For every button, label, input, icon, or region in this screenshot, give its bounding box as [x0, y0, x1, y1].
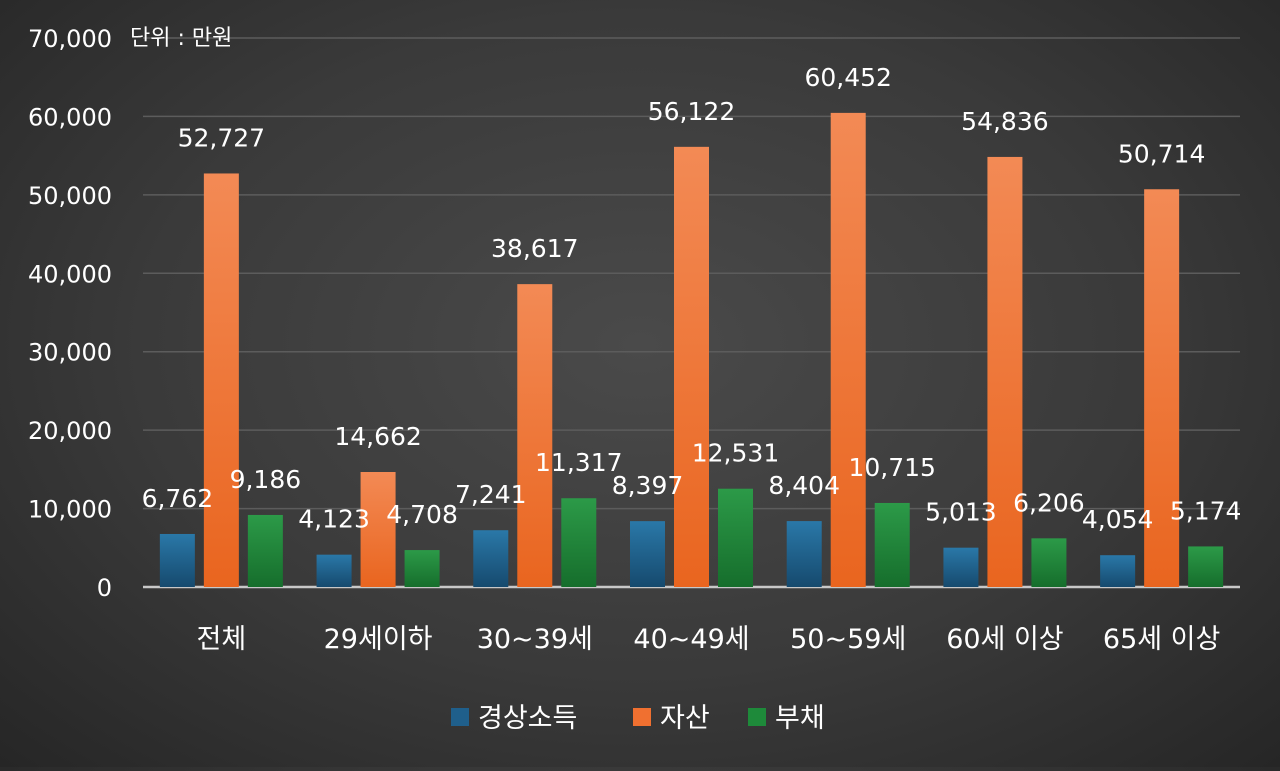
data-label-income: 8,404 [768, 471, 840, 500]
bar-debt [874, 502, 910, 587]
bar-debt [247, 514, 283, 587]
category-label: 50~59세 [790, 624, 906, 655]
data-label-assets: 52,727 [178, 123, 265, 152]
category-label: 전체 [197, 624, 247, 655]
y-tick-label: 20,000 [28, 417, 112, 445]
bar-debt [1188, 546, 1224, 587]
bar-debt [561, 498, 597, 587]
legend-label-income: 경상소득 [478, 703, 577, 734]
legend-swatch-debt [748, 708, 766, 726]
category-label: 30~39세 [477, 624, 593, 655]
bar-assets [360, 472, 396, 587]
legend-swatch-income [451, 708, 469, 726]
data-label-debt: 5,174 [1170, 496, 1242, 525]
data-label-debt: 11,317 [535, 448, 622, 477]
legend-label-debt: 부채 [775, 703, 825, 734]
data-label-debt: 6,206 [1013, 488, 1085, 517]
bar-debt [404, 550, 440, 587]
bar-assets [674, 146, 709, 587]
y-tick-label: 30,000 [28, 339, 112, 367]
bar-assets [830, 112, 866, 587]
bar-income [786, 521, 822, 587]
category-label: 29세이하 [324, 624, 433, 655]
bar-income [473, 530, 509, 587]
x-axis: 전체 29세이하 30~39세 40~49세 50~59세 60세 이상 65세 이상 [197, 624, 1221, 655]
legend: 경상소득 자산 부채 [451, 703, 825, 734]
data-label-assets: 50,714 [1118, 139, 1205, 168]
bar-assets [1144, 189, 1180, 588]
data-label-assets: 14,662 [334, 422, 421, 451]
data-label-debt: 9,186 [230, 465, 302, 494]
category-label: 65세 이상 [1103, 624, 1220, 655]
bar-debt [718, 488, 753, 587]
bar-assets [987, 156, 1023, 588]
y-tick-label: 10,000 [28, 496, 112, 524]
data-label-income: 8,397 [612, 471, 684, 500]
bar-income [943, 547, 979, 587]
data-label-income: 7,241 [455, 480, 527, 509]
bar-debt [1031, 538, 1067, 587]
bar-assets [517, 284, 553, 587]
data-label-assets: 60,452 [804, 63, 891, 92]
data-label-assets: 56,122 [648, 97, 735, 126]
data-label-income: 6,762 [142, 484, 214, 513]
data-label-debt: 4,708 [386, 500, 458, 529]
data-label-income: 5,013 [925, 498, 997, 527]
y-tick-label: 0 [97, 574, 112, 602]
bar-income [1100, 555, 1136, 587]
bar-income [630, 521, 665, 587]
unit-note: 단위 : 만원 [130, 26, 232, 51]
data-label-debt: 12,531 [692, 439, 779, 468]
y-tick-label: 70,000 [28, 25, 112, 53]
data-label-assets: 38,617 [491, 234, 578, 263]
legend-label-assets: 자산 [660, 703, 710, 734]
bar-income [159, 533, 195, 587]
data-label-income: 4,123 [298, 505, 370, 534]
y-tick-label: 50,000 [28, 182, 112, 210]
bars [159, 112, 1224, 588]
data-label-debt: 10,715 [848, 453, 935, 482]
data-label-income: 4,054 [1082, 505, 1154, 534]
category-label: 40~49세 [633, 624, 749, 655]
y-tick-label: 40,000 [28, 260, 112, 288]
bar-income [316, 554, 352, 587]
y-tick-label: 60,000 [28, 103, 112, 131]
data-label-assets: 54,836 [961, 107, 1048, 136]
category-label: 60세 이상 [946, 624, 1063, 655]
bar-assets [203, 173, 239, 587]
legend-swatch-assets [633, 708, 651, 726]
